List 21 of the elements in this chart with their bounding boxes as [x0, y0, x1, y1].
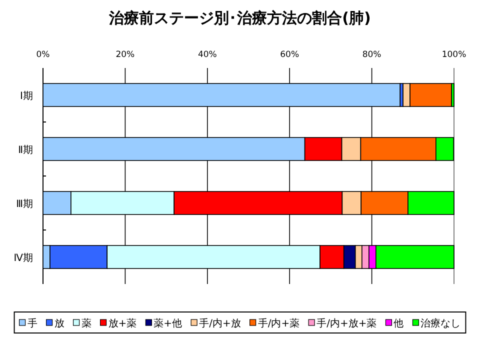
y-tick-label: Ⅱ期 [18, 144, 33, 156]
legend-label: 手/内+薬 [258, 318, 300, 330]
x-tick-label: 20% [116, 50, 135, 60]
x-tick-label: 100% [442, 50, 466, 60]
x-tick-label: 80% [362, 50, 382, 60]
x-tick-label: 0% [36, 50, 50, 60]
y-tick-label: Ⅳ期 [14, 252, 33, 264]
legend-label: 手/内+放+薬 [316, 318, 377, 330]
legend-label: 他 [394, 318, 404, 330]
y-tick-label: Ⅲ期 [16, 198, 33, 210]
legend-label: 薬 [81, 318, 92, 330]
legend-label: 手/内+放 [199, 318, 241, 330]
x-tick-label: 60% [280, 50, 300, 60]
legend-label: 手 [27, 318, 38, 330]
legend-label: 治療なし [420, 318, 461, 330]
legend-label: 放+薬 [108, 318, 137, 330]
x-tick-label: 40% [198, 50, 217, 60]
y-tick-label: Ⅰ期 [20, 90, 33, 102]
chart-title: 治療前ステージ別･治療方法の割合(肺) [108, 9, 371, 27]
legend-label: 薬+他 [154, 318, 182, 330]
legend-label: 放 [54, 318, 64, 330]
